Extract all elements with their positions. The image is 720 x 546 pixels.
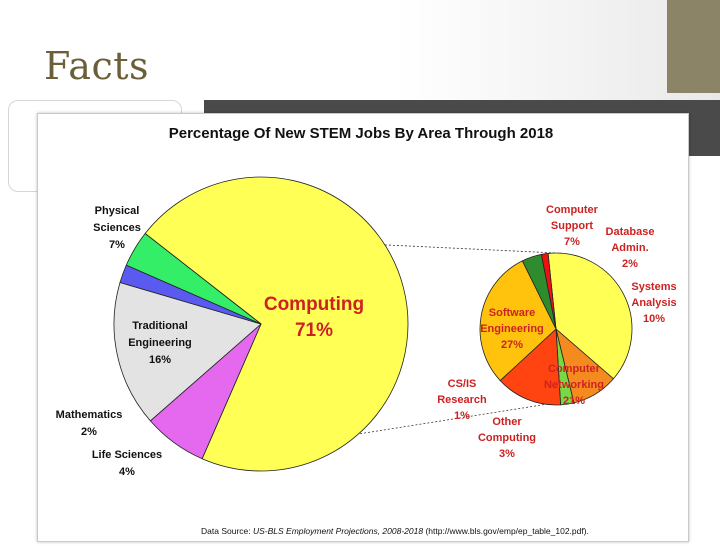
data-source-note: Data Source: US-BLS Employment Projectio… [201,526,589,536]
main-slice-traditional [113,282,262,422]
breakdown-label-computer-support: Computer Support 7% [546,204,599,248]
pie-of-pie-chart: Percentage Of New STEM Jobs By Area Thro… [56,125,677,536]
breakdown-label-cs-is-research: CS/IS Research 1% [437,378,487,422]
source-publication: US-BLS Employment Projections, 2008-2018 [253,526,423,536]
slice-labels: Computing 71% Physical Sciences 7% Traditiona… [56,204,677,478]
slide-title: Facts [44,44,149,88]
main-slice-life-sciences [125,232,262,325]
main-slice-computing [144,176,409,472]
main-label-physical: Physical Sciences 7% [93,205,141,251]
source-prefix: Data Source: [201,526,253,536]
breakdown-slice-systems-analysis [499,328,562,406]
chart-panel: Percentage Of New STEM Jobs By Area Thro… [37,113,689,542]
main-label-life-sciences: Life Sciences 4% [92,449,162,478]
main-pie [113,176,409,472]
breakdown-label-systems-analysis: Systems Analysis 10% [631,281,676,325]
breakdown-slice-cs-is-research [540,252,557,330]
breakdown-label-computer-networking: Computer Networking 21% [544,363,604,407]
slide-header-background [0,0,720,100]
chart-title: Percentage Of New STEM Jobs By Area Thro… [169,125,554,142]
breakdown-slice-software-engineering [547,252,633,380]
main-label-traditional: Traditional Engineering 16% [128,320,192,366]
breakdown-label-software-engineering: Software Engineering 27% [480,307,544,351]
computing-breakdown-pie [479,252,633,406]
breakdown-label-database-admin: Database Admin. 2% [606,226,655,270]
breakdown-label-other-computing: Other Computing 3% [478,416,536,460]
main-label-computing: Computing 71% [264,294,364,341]
main-label-mathematics: Mathematics 2% [56,409,123,438]
source-url: (http://www.bls.gov/emp/ep_table_102.pdf… [423,526,589,536]
decorative-bar [667,0,720,93]
